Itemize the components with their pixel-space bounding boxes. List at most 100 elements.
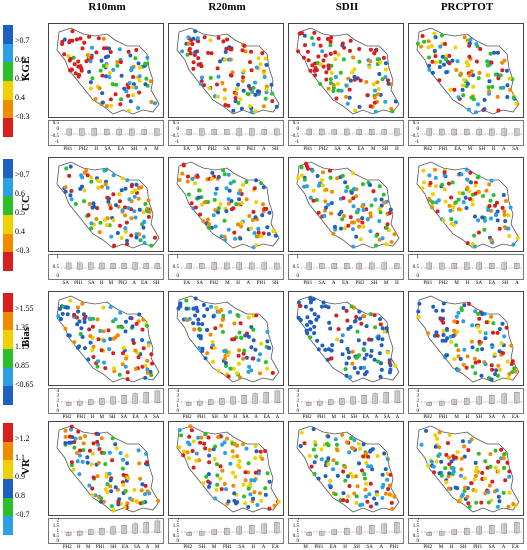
station-dot bbox=[483, 336, 488, 341]
boxplot-y-ticks: 0.5 0 -0.5 -1 bbox=[49, 121, 59, 145]
station-dot bbox=[104, 104, 109, 108]
station-dot bbox=[96, 432, 101, 437]
station-dot bbox=[428, 181, 433, 185]
station-dot bbox=[261, 185, 266, 190]
station-dot bbox=[378, 374, 383, 379]
station-dot bbox=[144, 76, 149, 81]
station-dot bbox=[245, 91, 250, 96]
boxplot-chart bbox=[61, 260, 163, 272]
station-dot bbox=[441, 329, 446, 333]
station-dot bbox=[437, 78, 442, 83]
station-dot bbox=[361, 208, 366, 213]
station-dot bbox=[453, 45, 458, 50]
station-dot bbox=[233, 474, 238, 479]
station-dot bbox=[254, 200, 259, 205]
station-dot bbox=[134, 182, 139, 187]
station-dot bbox=[210, 340, 215, 344]
station-dot bbox=[131, 93, 136, 98]
map-panel bbox=[408, 23, 524, 118]
station-dot bbox=[302, 177, 307, 182]
station-dot bbox=[90, 493, 95, 498]
boxplot-y-tick-label: 0.5 bbox=[292, 534, 299, 539]
station-dot bbox=[222, 234, 227, 239]
station-dot bbox=[106, 199, 111, 204]
boxplot-x-label: PH2 bbox=[78, 147, 88, 152]
colorbar-segment bbox=[3, 99, 13, 119]
station-dot bbox=[130, 324, 135, 329]
station-dot bbox=[119, 188, 124, 193]
boxplot-x-label: A bbox=[501, 415, 506, 420]
station-dot bbox=[85, 455, 90, 460]
station-dot bbox=[346, 474, 350, 479]
station-dot bbox=[465, 63, 470, 68]
station-dot bbox=[67, 173, 72, 178]
station-dot bbox=[90, 451, 95, 456]
boxplot-chart bbox=[181, 520, 283, 538]
station-dot bbox=[222, 482, 227, 486]
station-dot bbox=[265, 329, 270, 334]
station-dot bbox=[490, 367, 495, 372]
boxplot-x-label: SH bbox=[382, 147, 389, 152]
station-dot bbox=[467, 54, 472, 59]
station-dot bbox=[364, 461, 369, 465]
station-dot bbox=[335, 337, 340, 342]
station-dot bbox=[185, 450, 190, 455]
colorbar-segment bbox=[3, 386, 13, 405]
boxplot-x-label: A bbox=[501, 545, 506, 550]
station-dot bbox=[89, 175, 94, 180]
station-dot bbox=[507, 76, 512, 81]
boxplot-x-label: M bbox=[99, 415, 104, 420]
station-dot bbox=[223, 103, 228, 107]
station-dot bbox=[486, 73, 491, 78]
station-dot bbox=[461, 319, 466, 324]
station-dot bbox=[96, 359, 100, 364]
station-dot bbox=[66, 54, 71, 58]
boxplot-x-label: M bbox=[154, 147, 159, 152]
station-dot bbox=[109, 234, 114, 239]
boxplot-chart bbox=[421, 390, 523, 408]
boxplot-x-label: H bbox=[251, 545, 256, 550]
station-dot bbox=[111, 218, 116, 223]
station-dot bbox=[94, 50, 99, 55]
station-dot bbox=[336, 81, 340, 86]
station-dot bbox=[216, 35, 221, 40]
station-dot bbox=[378, 60, 383, 65]
boxplot-x-label: M bbox=[86, 545, 91, 550]
station-dot bbox=[87, 202, 92, 206]
station-dot bbox=[77, 472, 82, 477]
station-dot bbox=[145, 367, 150, 372]
station-dot bbox=[456, 354, 461, 359]
map-panel bbox=[48, 157, 164, 252]
station-dot bbox=[187, 434, 192, 439]
station-dot bbox=[333, 437, 338, 442]
colorbar-tick-label: 0.9 bbox=[15, 472, 25, 482]
station-dot bbox=[119, 236, 124, 240]
station-dot bbox=[133, 56, 138, 61]
station-dot bbox=[297, 31, 302, 36]
station-dot bbox=[216, 174, 221, 179]
station-dot bbox=[226, 499, 231, 504]
station-dot bbox=[298, 444, 303, 448]
station-dot bbox=[319, 457, 324, 462]
station-dot bbox=[103, 182, 108, 187]
boxplot-x-label: SA bbox=[88, 281, 95, 286]
station-dot bbox=[204, 474, 209, 479]
station-dot bbox=[88, 334, 93, 339]
boxplot-chart bbox=[61, 519, 163, 538]
map-outline bbox=[176, 295, 280, 383]
station-dot bbox=[347, 199, 352, 204]
station-dot bbox=[435, 209, 440, 214]
station-dot bbox=[360, 204, 365, 209]
station-dot bbox=[430, 200, 435, 205]
station-dot bbox=[186, 35, 191, 40]
station-dot bbox=[177, 428, 182, 433]
station-dot bbox=[259, 233, 264, 238]
boxplot-x-label: EA bbox=[263, 415, 271, 420]
station-dot bbox=[343, 180, 348, 185]
station-dot bbox=[146, 198, 151, 203]
station-dot bbox=[308, 68, 313, 73]
boxplot-chart bbox=[181, 389, 283, 408]
boxplot-x-label: PH1 bbox=[314, 545, 324, 550]
station-dot bbox=[459, 308, 464, 313]
station-dot bbox=[63, 305, 68, 310]
